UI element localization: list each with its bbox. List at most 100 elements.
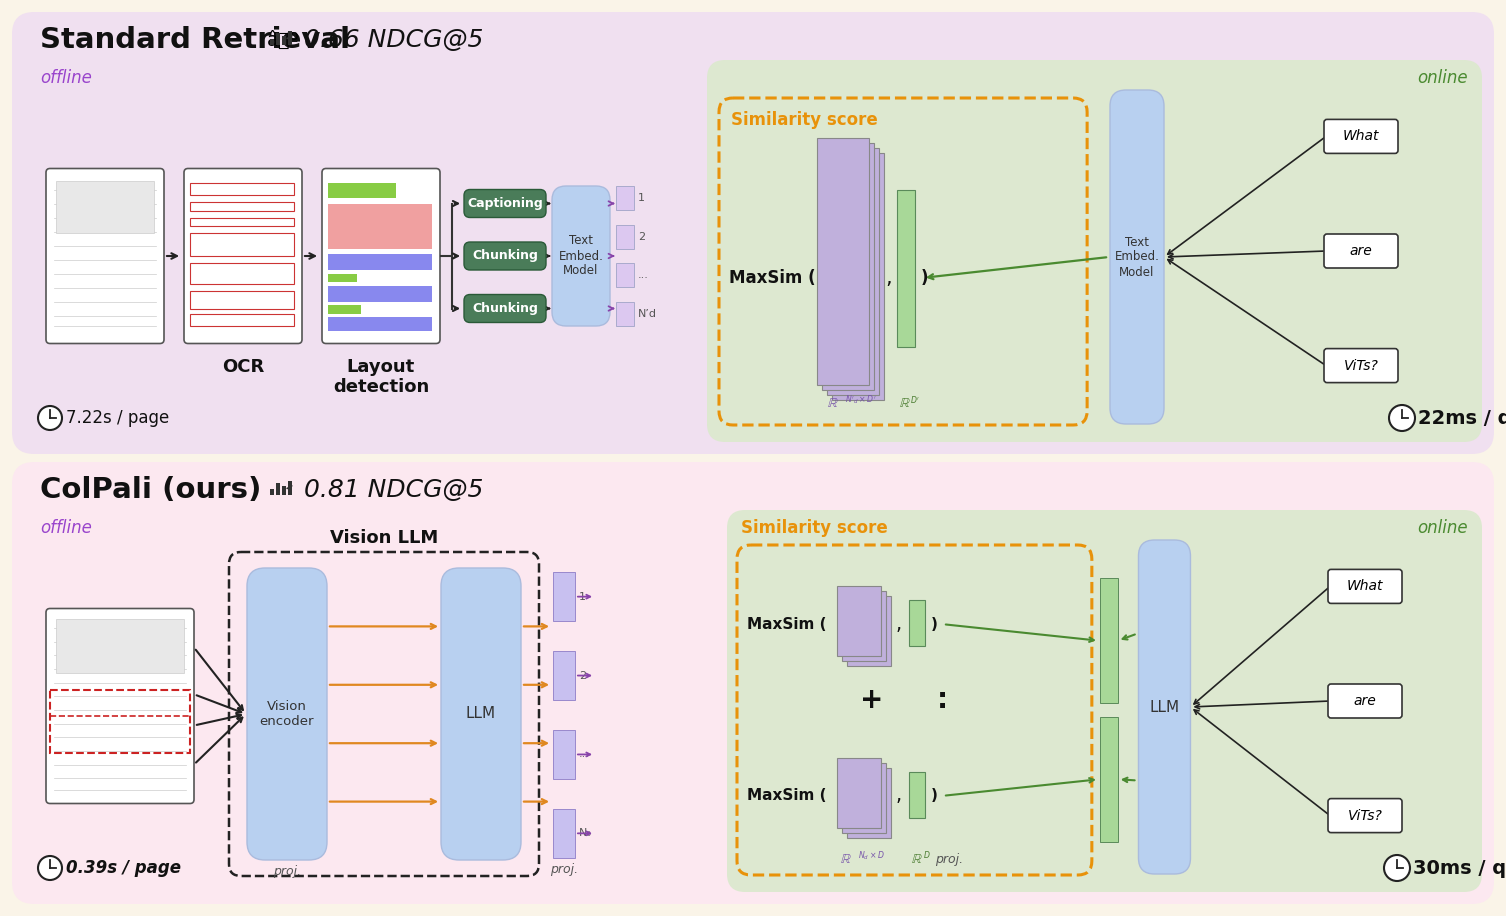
Bar: [190, 314, 294, 326]
Bar: [328, 286, 432, 301]
Bar: [190, 291, 294, 309]
Text: 1: 1: [639, 193, 645, 203]
Bar: [190, 182, 294, 195]
Text: N₆: N₆: [578, 828, 592, 838]
Text: Chunking: Chunking: [471, 249, 538, 263]
FancyBboxPatch shape: [1324, 349, 1398, 383]
Text: ): ): [931, 789, 938, 803]
FancyBboxPatch shape: [464, 190, 547, 217]
Text: ,: ,: [896, 786, 902, 805]
Bar: [616, 186, 634, 210]
FancyBboxPatch shape: [184, 169, 303, 344]
FancyBboxPatch shape: [12, 12, 1494, 454]
Bar: [328, 317, 432, 332]
Bar: [190, 217, 294, 226]
Text: ,: ,: [896, 615, 902, 634]
FancyBboxPatch shape: [1328, 684, 1402, 718]
Text: $^{D'}$: $^{D'}$: [910, 396, 920, 406]
Text: offline: offline: [41, 69, 92, 87]
Text: Chunking: Chunking: [471, 302, 538, 315]
FancyBboxPatch shape: [727, 510, 1482, 892]
Text: ...: ...: [578, 749, 590, 759]
Bar: [328, 255, 432, 270]
Text: 0.39s / page: 0.39s / page: [66, 859, 181, 877]
Bar: [328, 203, 432, 249]
Text: +: +: [860, 686, 884, 714]
Circle shape: [38, 856, 62, 880]
Text: âº: âº: [267, 30, 300, 49]
Bar: [328, 305, 361, 314]
Text: $^{N_d \times D}$: $^{N_d \times D}$: [858, 851, 884, 861]
Bar: [846, 768, 892, 838]
Text: Standard Retrieval: Standard Retrieval: [41, 26, 349, 54]
Bar: [282, 486, 286, 495]
Bar: [56, 618, 184, 673]
Text: ...: ...: [639, 270, 649, 280]
Circle shape: [1384, 855, 1410, 881]
Bar: [842, 591, 886, 661]
Text: 1: 1: [578, 592, 586, 602]
FancyBboxPatch shape: [706, 60, 1482, 442]
Bar: [827, 148, 880, 395]
Bar: [837, 758, 881, 828]
Bar: [190, 234, 294, 256]
Text: 0.66 NDCG@5: 0.66 NDCG@5: [304, 28, 483, 52]
Text: offline: offline: [41, 519, 92, 537]
Text: 2: 2: [578, 671, 586, 681]
Text: ViTs?: ViTs?: [1343, 358, 1378, 373]
Text: proj.: proj.: [935, 853, 964, 866]
FancyBboxPatch shape: [1328, 570, 1402, 604]
FancyBboxPatch shape: [441, 568, 521, 860]
Bar: [837, 586, 881, 656]
Text: are: are: [1349, 244, 1372, 258]
Text: $^{D}$: $^{D}$: [923, 851, 931, 861]
FancyBboxPatch shape: [322, 169, 440, 344]
FancyBboxPatch shape: [1324, 119, 1398, 153]
Bar: [270, 489, 274, 495]
FancyBboxPatch shape: [24, 510, 709, 892]
Bar: [276, 483, 280, 495]
Bar: [328, 182, 396, 198]
Bar: [553, 730, 575, 780]
Text: LLM: LLM: [1149, 700, 1179, 714]
Bar: [288, 481, 292, 495]
FancyBboxPatch shape: [47, 608, 194, 803]
Text: online: online: [1417, 519, 1468, 537]
Text: LLM: LLM: [465, 706, 495, 722]
Text: OCR: OCR: [221, 357, 264, 376]
Text: Vision
encoder: Vision encoder: [259, 700, 315, 728]
FancyBboxPatch shape: [24, 60, 699, 442]
Bar: [910, 772, 925, 818]
Text: $\mathbb{R}$: $\mathbb{R}$: [899, 396, 911, 410]
Text: ViTs?: ViTs?: [1348, 809, 1383, 823]
Text: $\mathbb{R}$: $\mathbb{R}$: [911, 852, 923, 866]
Text: :: :: [937, 686, 949, 714]
Text: ): ): [922, 269, 929, 287]
Bar: [846, 596, 892, 666]
Text: N’d: N’d: [639, 309, 657, 319]
Text: 2: 2: [639, 232, 645, 242]
Bar: [910, 600, 925, 646]
Bar: [270, 39, 274, 45]
Bar: [616, 224, 634, 249]
FancyBboxPatch shape: [1139, 540, 1190, 874]
Bar: [276, 33, 280, 45]
Text: $^{N'_d \times D'}$: $^{N'_d \times D'}$: [845, 396, 876, 406]
Bar: [842, 763, 886, 833]
Bar: [553, 572, 575, 621]
Text: Text
Embed.
Model: Text Embed. Model: [559, 234, 604, 278]
Text: are: are: [1354, 694, 1376, 708]
FancyBboxPatch shape: [12, 12, 1494, 454]
Bar: [288, 31, 292, 45]
Bar: [898, 190, 916, 346]
FancyBboxPatch shape: [1110, 90, 1164, 424]
Bar: [831, 153, 884, 400]
Text: 30ms / query: 30ms / query: [1413, 858, 1506, 878]
Text: MaxSim (: MaxSim (: [747, 789, 827, 803]
Text: $\mathbb{R}$: $\mathbb{R}$: [840, 852, 851, 866]
Text: Captioning: Captioning: [467, 197, 542, 210]
Text: ,: ,: [886, 267, 893, 288]
Text: Similarity score: Similarity score: [741, 519, 887, 537]
FancyBboxPatch shape: [1328, 799, 1402, 833]
Bar: [553, 809, 575, 858]
